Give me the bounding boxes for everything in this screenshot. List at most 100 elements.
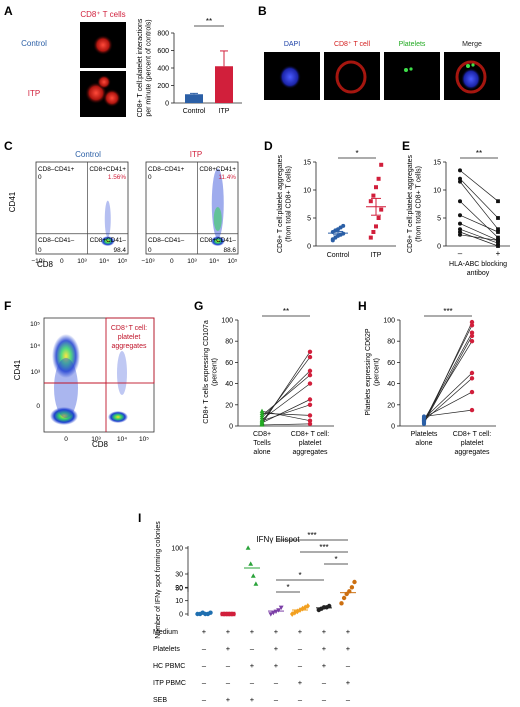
chart-a-y-tick-label: 800 bbox=[157, 31, 169, 38]
chart-h-point-after bbox=[469, 330, 475, 335]
panel-c-x-tick-label: 0 bbox=[60, 258, 64, 265]
chart-d-point bbox=[371, 193, 376, 198]
panel-b-platelet-dot bbox=[409, 67, 413, 71]
chart-e-point-before bbox=[458, 232, 462, 237]
chart-d-y-tick-label: 5 bbox=[307, 216, 311, 223]
chart-h-point-after bbox=[469, 319, 475, 325]
panel-f-gate-label: platelet bbox=[118, 334, 141, 341]
chart-i-point bbox=[276, 608, 282, 613]
panel-f-x-axis-label: CD8 bbox=[92, 440, 109, 449]
panel-c-x-tick-label: 10⁵ bbox=[118, 258, 128, 265]
panel-c-x-tick-label: −10³ bbox=[31, 258, 45, 265]
chart-d-point bbox=[330, 237, 335, 242]
chart-i-row-sign: – bbox=[226, 661, 231, 670]
chart-g-y-axis-label-line: (percent) bbox=[211, 358, 218, 386]
panel-c-quadrant-value: 88.6 bbox=[224, 247, 237, 254]
chart-i-row-sign: + bbox=[202, 627, 207, 636]
panel-c-x-tick-label: 10⁵ bbox=[228, 258, 238, 265]
chart-i-row-sign: – bbox=[346, 661, 351, 670]
chart-g-point-after bbox=[307, 368, 313, 374]
chart-e-point-after bbox=[496, 216, 500, 220]
chart-i-row-sign: + bbox=[226, 627, 231, 636]
chart-i-row-sign: – bbox=[298, 661, 303, 670]
panel-c-flow-plots: CD8–CD41+0CD8+CD41+1.56%CD8–CD41–0CD8+CD… bbox=[31, 161, 239, 265]
chart-d-y-tick-label: 15 bbox=[303, 160, 311, 167]
panel-c-quadrant-label: CD8–CD41+ bbox=[38, 166, 75, 173]
panel-f-gate-label: aggregates bbox=[111, 343, 147, 350]
chart-i-row-sign: + bbox=[226, 695, 231, 704]
chart-i-point bbox=[305, 603, 310, 609]
chart-g-y-tick-label: 0 bbox=[229, 424, 233, 431]
chart-e-point-before bbox=[458, 179, 462, 184]
panel-f-gate bbox=[105, 317, 155, 384]
panel-b-cd8-membrane bbox=[335, 60, 367, 94]
chart-g-x-tick-label: platelet bbox=[299, 440, 322, 447]
chart-e-y-tick-label: 5 bbox=[437, 216, 441, 223]
panel-c-x-tick-label: 0 bbox=[170, 258, 174, 265]
panel-a-cell-itp-3 bbox=[97, 75, 111, 89]
chart-i-point bbox=[341, 595, 347, 601]
panel-f-flow-plot: CD8⁺T cell: platelet aggregates 10⁵ 10⁴ 10³ 0 0… bbox=[30, 317, 155, 443]
panel-f-y-axis-label: CD41 bbox=[13, 359, 22, 380]
chart-d-y-axis-label-line: (from total CD8+ T cells) bbox=[285, 166, 292, 242]
chart-i-row-sign: – bbox=[274, 695, 279, 704]
chart-h-x-tick-label: CD8+ T cell: bbox=[453, 431, 492, 438]
panel-a-label-control: Control bbox=[21, 39, 47, 48]
chart-g-point-after bbox=[307, 349, 313, 354]
chart-e-x-tick-label: – bbox=[458, 249, 463, 258]
chart-e-point-before bbox=[458, 168, 462, 173]
chart-d-point bbox=[368, 235, 373, 240]
chart-i: IFNγ Elispot 50 100 0 10 20 30 Number of IFNγ s… bbox=[153, 521, 357, 704]
chart-e-pair-line bbox=[459, 170, 499, 202]
chart-e-y-axis-label-line: CD8+ T cell:platelet aggregates bbox=[407, 155, 414, 253]
chart-i-point bbox=[245, 545, 251, 550]
panel-i: I IFNγ Elispot 50 100 0 10 20 30 Number of IFNγ… bbox=[138, 511, 357, 704]
panel-letter-a: A bbox=[4, 4, 13, 18]
panel-c-x-axis-label: CD8 bbox=[37, 260, 54, 269]
chart-g-pair-line bbox=[261, 399, 311, 424]
chart-e-pair-line bbox=[459, 214, 499, 233]
chart-d-point bbox=[379, 207, 384, 212]
chart-i-row-label: Medium bbox=[153, 629, 178, 636]
panel-c-population-core bbox=[213, 207, 222, 232]
panel-c-title-itp: ITP bbox=[190, 150, 202, 159]
chart-g-pair-line bbox=[261, 370, 311, 418]
chart-g-pair-line bbox=[261, 404, 311, 422]
chart-d-point bbox=[376, 216, 381, 220]
panel-h: H 0 20 40 60 80 100 Platelets alone CD8+ T cell:… bbox=[358, 299, 496, 456]
chart-h-pair-line bbox=[423, 391, 473, 418]
chart-a-y-axis-label-line: per minute (percent of controls) bbox=[145, 19, 152, 116]
chart-h-y-tick-label: 100 bbox=[383, 318, 395, 325]
chart-i-row-sign: + bbox=[346, 644, 351, 653]
chart-a-x-tick-label: Control bbox=[183, 108, 206, 115]
chart-i-row-sign: + bbox=[274, 627, 279, 636]
panel-a: A CD8⁺ T cells Control ITP 0 200 400 600 800… bbox=[4, 4, 242, 117]
panel-c-quadrant-label: CD8–CD41+ bbox=[148, 166, 185, 173]
chart-g-point-after bbox=[307, 397, 313, 402]
panel-c-population-main bbox=[210, 236, 225, 247]
chart-g-point-after bbox=[307, 381, 313, 386]
chart-i-y-axis-label: Number of IFNγ spot forming colonies bbox=[155, 521, 162, 639]
chart-g: 0 20 40 60 80 100 CD8+ Tcells alone CD8+ T cell: p… bbox=[203, 307, 334, 456]
chart-i-bracket-label: * bbox=[286, 583, 289, 592]
chart-i-bracket-label: *** bbox=[319, 543, 328, 552]
chart-e-point-before bbox=[458, 221, 462, 226]
chart-h-y-tick-label: 20 bbox=[387, 402, 395, 409]
chart-i-row-label: HC PBMC bbox=[153, 663, 185, 670]
chart-e-point-after bbox=[496, 238, 500, 243]
chart-e-point-before bbox=[458, 230, 462, 234]
panel-b: B DAPI CD8⁺ T cell Platelets Merge bbox=[258, 4, 500, 100]
chart-e-pair-line bbox=[459, 223, 499, 241]
chart-a-x-tick-label: ITP bbox=[219, 108, 230, 115]
chart-h: 0 20 40 60 80 100 Platelets alone CD8+ T cell: pl… bbox=[365, 307, 496, 456]
chart-g-pair-line bbox=[261, 412, 311, 416]
chart-d-point bbox=[374, 224, 378, 229]
chart-e-point-before bbox=[458, 227, 462, 232]
chart-e-pair-line bbox=[459, 234, 499, 241]
chart-d-y-axis-label-line: CD8+ T cell:platelet aggregates bbox=[277, 155, 284, 253]
chart-g-point-after bbox=[307, 421, 313, 427]
chart-g-y-axis-label: CD8+ T cells expressing CD107a (percent) bbox=[203, 320, 219, 424]
panel-f-population-scatter bbox=[54, 358, 78, 418]
chart-h-point-after bbox=[469, 407, 475, 413]
panel-b-label: Platelets bbox=[399, 41, 426, 48]
